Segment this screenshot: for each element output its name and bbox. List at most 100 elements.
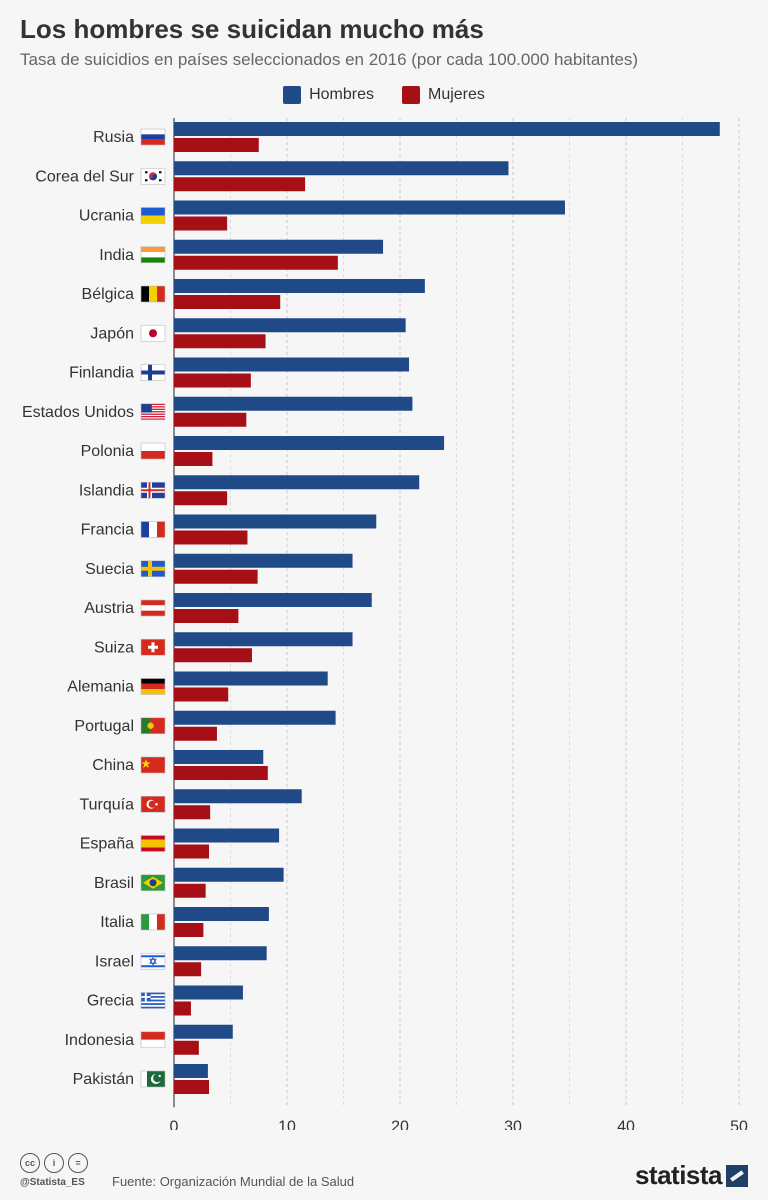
category-label: Bélgica — [82, 286, 135, 303]
category-label: Francia — [81, 522, 134, 539]
bar-hombres — [174, 632, 353, 647]
bar-mujeres — [174, 491, 228, 506]
bar-hombres — [174, 907, 269, 921]
brand-name: statista — [634, 1160, 723, 1190]
bar-hombres — [174, 436, 445, 450]
category-label: Polonia — [81, 443, 134, 460]
attribution-icon: i — [44, 1153, 64, 1173]
bar-hombres — [174, 161, 509, 176]
flag-icon — [140, 403, 166, 421]
x-tick-label: 10 — [278, 1118, 296, 1130]
category-label: Portugal — [74, 718, 134, 735]
flag-icon — [140, 756, 166, 774]
bar-mujeres — [174, 962, 202, 977]
category-label: Turquía — [79, 796, 134, 813]
category-label: Japón — [90, 325, 134, 342]
flag-icon — [140, 874, 166, 892]
legend-swatch-hombres — [283, 86, 302, 104]
category-label: Alemania — [67, 679, 134, 696]
flag-icon — [140, 1070, 166, 1088]
bar-mujeres — [174, 766, 268, 780]
bar-mujeres — [174, 923, 204, 937]
flag-icon — [140, 560, 166, 578]
bar-mujeres — [174, 452, 213, 466]
source-note: Fuente: Organización Mundial de la Salud — [112, 1174, 355, 1189]
flag-icon — [140, 1031, 166, 1049]
bar-mujeres — [174, 726, 217, 741]
flag-icon — [140, 128, 166, 146]
bar-mujeres — [174, 1080, 210, 1094]
category-label: Grecia — [87, 993, 134, 1010]
category-label: Pakistán — [73, 1071, 134, 1088]
flag-icon — [140, 717, 166, 735]
flag-icon — [140, 913, 166, 931]
category-label: Ucrania — [79, 208, 134, 225]
bar-mujeres — [174, 530, 248, 545]
bar-mujeres — [174, 609, 239, 623]
bar-mujeres — [174, 295, 281, 309]
bar-hombres — [174, 789, 302, 804]
bar-mujeres — [174, 569, 258, 584]
bar-mujeres — [174, 1001, 191, 1016]
category-label: Suecia — [85, 561, 134, 578]
flag-icon — [140, 246, 166, 264]
flag-icon — [140, 952, 166, 970]
category-label: Italia — [100, 914, 134, 931]
flag-icon — [140, 442, 166, 460]
chart-legend: Hombres Mujeres — [0, 86, 768, 104]
category-label: Austria — [84, 600, 134, 617]
flag-icon — [140, 795, 166, 813]
bar-hombres — [174, 475, 420, 490]
brand-logo[interactable]: statista — [635, 1160, 748, 1191]
bar-hombres — [174, 318, 406, 333]
bar-hombres — [174, 279, 425, 293]
category-label: Brasil — [94, 875, 134, 892]
bar-hombres — [174, 553, 353, 568]
flag-icon — [140, 835, 166, 852]
bar-hombres — [174, 946, 267, 961]
x-tick-label: 30 — [504, 1118, 522, 1130]
bar-mujeres — [174, 373, 251, 388]
bar-mujeres — [174, 334, 266, 349]
flag-icon — [140, 285, 166, 303]
cc-icon: cc — [20, 1153, 40, 1173]
bar-hombres — [174, 593, 372, 607]
category-label: España — [80, 836, 134, 853]
legend-label-hombres: Hombres — [309, 86, 374, 103]
flag-icon — [140, 599, 166, 617]
flag-icon — [140, 481, 166, 499]
bar-hombres — [174, 671, 328, 686]
statista-logo-icon — [726, 1164, 748, 1187]
bar-mujeres — [174, 255, 338, 270]
chart-subtitle: Tasa de suicidios en países seleccionado… — [20, 50, 639, 69]
x-tick-label: 40 — [617, 1118, 635, 1130]
bar-hombres — [174, 1064, 208, 1078]
social-handle: @Statista_ES — [20, 1177, 85, 1188]
license-icons: cc i = — [20, 1153, 88, 1173]
chart-title: Los hombres se suicidan mucho más — [20, 14, 484, 44]
bar-mujeres — [174, 1040, 199, 1055]
category-label: Suiza — [94, 639, 134, 656]
no-derivatives-icon: = — [68, 1153, 88, 1173]
x-tick-label: 50 — [730, 1118, 748, 1130]
bar-hombres — [174, 396, 413, 411]
bar-mujeres — [174, 883, 206, 898]
legend-label-mujeres: Mujeres — [428, 86, 485, 103]
x-tick-label: 20 — [391, 1118, 409, 1130]
bar-hombres — [174, 750, 264, 764]
bar-hombres — [174, 200, 565, 215]
bar-mujeres — [174, 687, 229, 702]
bar-hombres — [174, 867, 284, 882]
category-label: India — [99, 247, 134, 264]
category-label: Finlandia — [69, 365, 134, 382]
legend-swatch-mujeres — [402, 86, 420, 104]
bar-mujeres — [174, 648, 252, 663]
bar-hombres — [174, 1024, 233, 1039]
category-label: Indonesia — [65, 1032, 134, 1049]
category-label: China — [92, 757, 134, 774]
bar-mujeres — [174, 138, 259, 152]
x-tick-label: 0 — [170, 1118, 179, 1130]
category-label: Islandia — [79, 482, 134, 499]
bar-mujeres — [174, 177, 306, 192]
flag-icon — [140, 638, 166, 656]
